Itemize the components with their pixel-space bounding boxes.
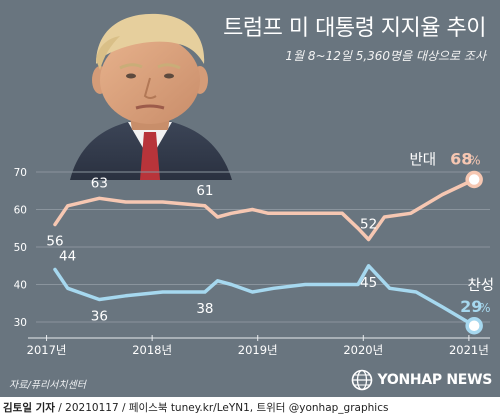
disapprove-end-unit: % [469,154,480,168]
approval-line-chart: 30 40 50 60 70 2017년 2018년 2019년 2020년 2021년 56 63 6… [14,150,495,358]
portrait-photo [70,13,232,180]
approve-series-line [53,264,476,328]
approve-end-marker [465,317,483,335]
disapprove-series-line [53,177,476,242]
disapprove-data-label-61: 61 [196,183,213,199]
approve-data-label-45: 45 [360,275,377,291]
infographic-panel: 트럼프 미 대통령 지지율 추이 1월 8~12일 5,360명을 대상으로 조… [0,0,500,397]
x-tick-label-2018: 2018년 [132,343,172,357]
x-tick-label-2017: 2017년 [27,343,67,357]
watermark-text: YONHAP NEWS [377,372,493,388]
disapprove-data-label-56: 56 [46,234,63,250]
footer-details: / 20210117 / 페이스북 tuney.kr/LeYN1, 트위터 @y… [54,402,389,414]
approve-end-value: 29 [460,297,482,316]
approve-data-label-38: 38 [196,301,213,317]
credit-footer: 김토일 기자 / 20210117 / 페이스북 tuney.kr/LeYN1,… [0,399,500,417]
y-tick-label-60: 60 [14,205,27,217]
source-note: 자료/퓨리서치센터 [9,380,86,391]
x-tick-label-2020: 2020년 [343,343,383,357]
y-tick-label-70: 70 [14,167,27,179]
x-tick-label-2021: 2021년 [449,343,489,357]
approve-data-label-44: 44 [59,249,76,265]
approve-end-unit: % [479,301,490,315]
approve-series-name: 찬성 [467,277,494,294]
disapprove-end-marker [465,170,483,189]
agency-watermark: YONHAP NEWS [351,369,492,391]
approve-data-label-36: 36 [91,309,108,325]
footer-author: 김토일 기자 [3,402,55,414]
chart-title: 트럼프 미 대통령 지지율 추이 [223,16,486,41]
yonhap-globe-icon [351,369,372,391]
y-tick-label-50: 50 [14,242,27,254]
y-tick-label-40: 40 [14,280,27,292]
disapprove-series-name: 반대 [409,152,436,169]
disapprove-data-label-63: 63 [91,175,108,191]
disapprove-data-label-52: 52 [360,217,377,233]
chart-subtitle: 1월 8~12일 5,360명을 대상으로 조사 [285,49,486,63]
x-tick-label-2019: 2019년 [238,343,278,357]
disapprove-end-value: 68 [450,150,472,169]
y-tick-label-30: 30 [14,317,27,329]
